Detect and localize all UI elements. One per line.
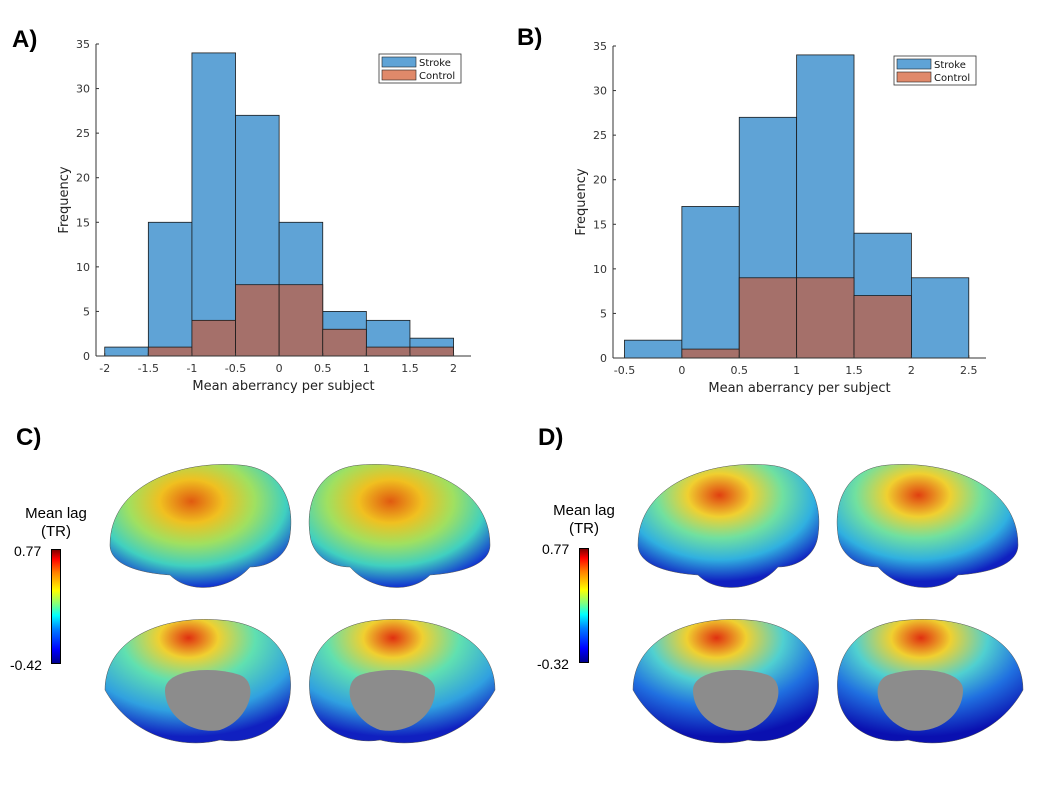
y-tick-label: 10	[76, 261, 90, 274]
colorbar-c-max: 0.77	[14, 543, 42, 559]
bar-control	[738, 277, 798, 359]
y-tick-label: 10	[593, 263, 607, 276]
brain-medial-right	[309, 619, 496, 744]
bar-stroke	[681, 206, 740, 359]
legend-swatch-control	[381, 69, 417, 81]
brain-medial-left	[104, 619, 291, 744]
bar-control	[409, 346, 454, 357]
y-tick-label: 0	[600, 352, 607, 365]
colorbar-d-title-line2: (TR)	[569, 520, 599, 537]
colorbar-c-title: Mean lag (TR)	[18, 505, 94, 541]
bar-stroke	[147, 221, 193, 357]
x-tick-label: 0.5	[730, 364, 748, 377]
brain-lateral-left	[109, 464, 292, 588]
bar-control	[365, 346, 411, 357]
panel-label-a: A)	[12, 26, 38, 53]
bar-control	[278, 284, 324, 357]
x-tick-label: -1	[186, 362, 197, 375]
colorbar-d-max: 0.77	[542, 541, 570, 557]
bar-control	[853, 295, 912, 359]
y-axis-label: Frequency	[57, 166, 72, 233]
y-tick-label: 15	[593, 218, 607, 231]
x-tick-label: 2.5	[960, 364, 978, 377]
bar-control	[796, 277, 855, 359]
colorbar-d	[579, 548, 589, 663]
y-tick-label: 20	[593, 174, 607, 187]
x-tick-label: 1.5	[845, 364, 863, 377]
x-tick-label: -2	[99, 362, 110, 375]
legend-label-control: Control	[934, 73, 970, 84]
colorbar-c-title-line2: (TR)	[41, 523, 71, 540]
bar-stroke	[104, 346, 149, 357]
bar-control	[191, 319, 236, 357]
bar-stroke	[624, 339, 683, 359]
bar-control	[147, 346, 193, 357]
colorbar-d-min: -0.32	[537, 656, 569, 672]
legend-swatch-stroke	[381, 56, 417, 68]
legend-swatch-control	[896, 71, 932, 83]
colorbar-c-min: -0.42	[10, 657, 42, 673]
x-tick-label: -1.5	[138, 362, 159, 375]
panel-label-d: D)	[538, 424, 564, 451]
x-axis-label: Mean aberrancy per subject	[192, 379, 374, 394]
colorbar-d-title: Mean lag (TR)	[546, 502, 622, 538]
colorbar-c	[51, 549, 61, 664]
x-tick-label: 0	[276, 362, 283, 375]
brain-medial-right	[837, 619, 1024, 744]
x-tick-label: 2	[450, 362, 457, 375]
panel-label-b: B)	[517, 24, 543, 51]
y-tick-label: 25	[593, 129, 607, 142]
bar-stroke	[191, 52, 236, 357]
y-axis-label: Frequency	[574, 168, 589, 235]
x-tick-label: 0.5	[314, 362, 332, 375]
brain-lateral-right	[836, 464, 1019, 588]
bar-control	[681, 348, 740, 359]
legend-label-control: Control	[419, 71, 455, 82]
y-tick-label: 20	[76, 172, 90, 185]
y-tick-label: 30	[593, 85, 607, 98]
y-tick-label: 15	[76, 216, 90, 229]
histogram-a: -2 -1.5 -1 -0.5 0 0.5 1 1.5 205101520253035Mean …	[57, 38, 471, 394]
brain-lateral-left	[637, 464, 820, 588]
legend-label-stroke: Stroke	[419, 58, 451, 69]
x-tick-label: 1.5	[401, 362, 419, 375]
x-tick-label: 1	[793, 364, 800, 377]
y-tick-label: 0	[83, 350, 90, 363]
x-tick-label: 1	[363, 362, 370, 375]
legend-swatch-stroke	[896, 58, 932, 70]
histogram-b: -0.5 0 0.5 1 1.5 2 2.5 0 5 10 15 20 25 30 35 Mean aberr…	[574, 40, 986, 396]
brain-medial-left	[632, 619, 819, 744]
brain-lateral-right	[308, 464, 491, 588]
y-tick-label: 35	[593, 40, 607, 53]
brain-maps-c	[104, 464, 496, 744]
brain-maps-d	[632, 464, 1024, 744]
bar-control	[235, 284, 280, 357]
y-tick-label: 30	[76, 83, 90, 96]
bar-stroke	[910, 277, 970, 359]
y-tick-label: 5	[600, 307, 607, 320]
panel-label-c: C)	[16, 424, 42, 451]
colorbar-d-title-line1: Mean lag	[553, 502, 615, 519]
y-tick-label: 35	[76, 38, 90, 51]
x-tick-label: 2	[908, 364, 915, 377]
y-tick-label: 5	[83, 305, 90, 318]
x-tick-label: 0	[678, 364, 685, 377]
y-tick-label: 25	[76, 127, 90, 140]
legend-label-stroke: Stroke	[934, 60, 966, 71]
x-axis-label: Mean aberrancy per subject	[708, 381, 890, 396]
x-tick-label: -0.5	[614, 364, 635, 377]
bar-control	[322, 328, 367, 357]
colorbar-c-title-line1: Mean lag	[25, 505, 87, 522]
x-tick-label: -0.5	[225, 362, 246, 375]
